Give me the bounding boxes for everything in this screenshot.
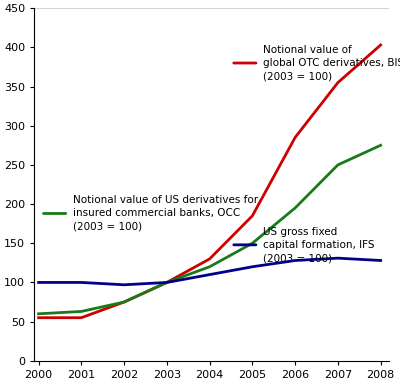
Text: Notional value of
global OTC derivatives, BIS
(2003 = 100): Notional value of global OTC derivatives… xyxy=(263,45,400,81)
Text: US gross fixed
capital formation, IFS
(2003 = 100): US gross fixed capital formation, IFS (2… xyxy=(263,227,374,263)
Text: Notional value of US derivatives for
insured commercial banks, OCC
(2003 = 100): Notional value of US derivatives for ins… xyxy=(73,195,258,232)
